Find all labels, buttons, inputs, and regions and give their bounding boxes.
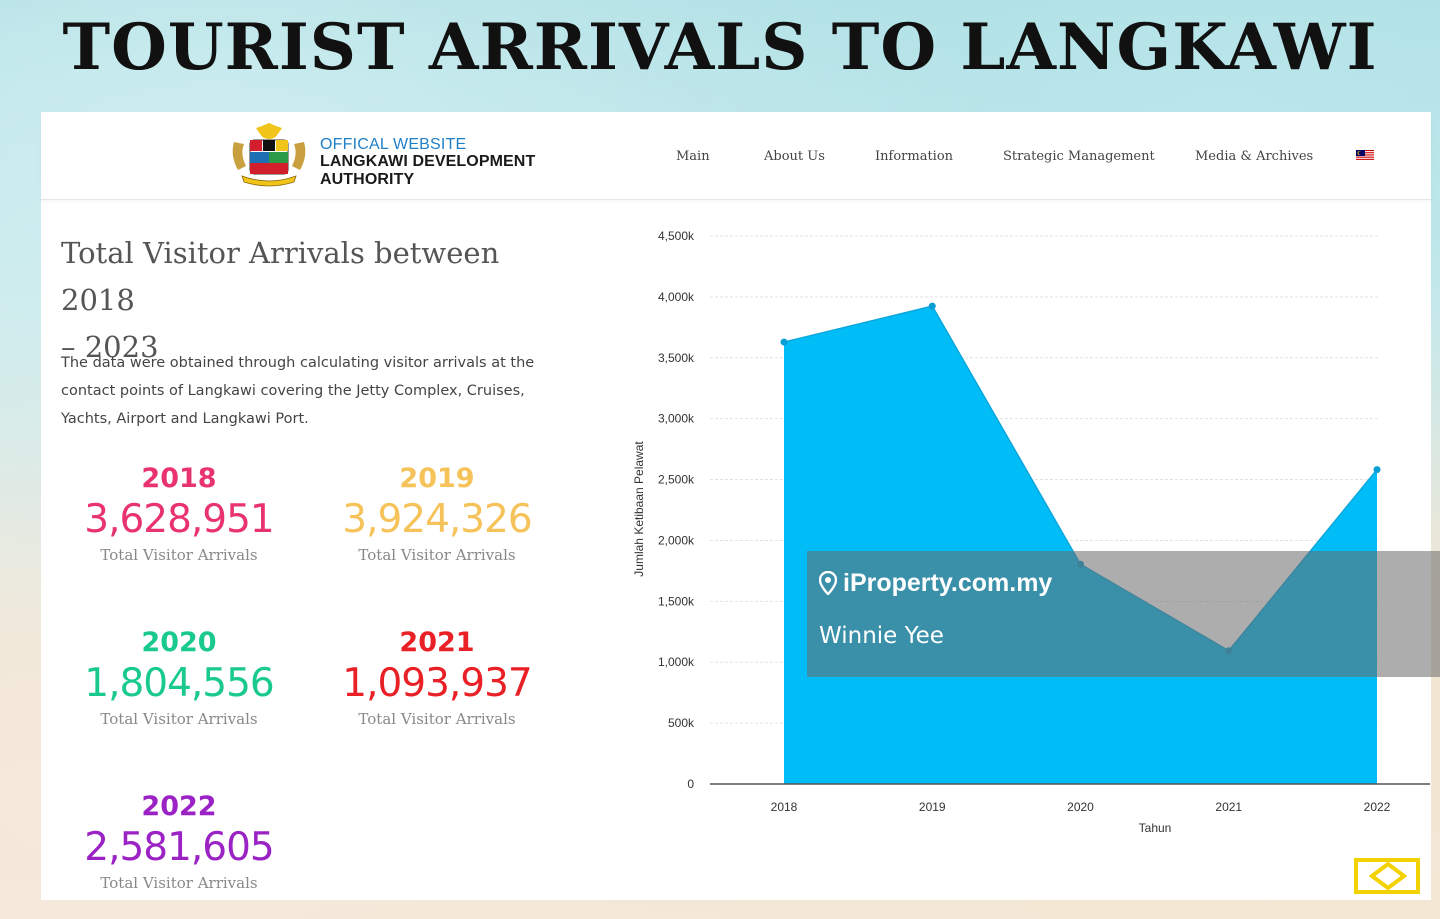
- nav-main[interactable]: Main: [676, 149, 710, 164]
- corner-logo-icon: [1354, 858, 1420, 894]
- stat-year: 2018: [141, 463, 217, 494]
- stat-value: 1,093,937: [342, 661, 533, 706]
- description-line: The data were obtained through calculati…: [61, 355, 535, 371]
- nav-media-archives[interactable]: Media & Archives: [1195, 149, 1314, 164]
- y-tick-label: 0: [687, 777, 694, 791]
- x-tick-label: 2020: [1067, 800, 1094, 814]
- y-axis-title: Jumlah Ketibaan Pelawat: [632, 441, 646, 577]
- stat-value: 3,628,951: [84, 497, 275, 542]
- stat-label: Total Visitor Arrivals: [358, 710, 516, 728]
- stat-label: Total Visitor Arrivals: [100, 710, 258, 728]
- stat-year: 2019: [399, 463, 475, 494]
- nav-information[interactable]: Information: [875, 149, 954, 164]
- stat-year: 2020: [141, 627, 217, 658]
- coat-of-arms-icon: [232, 123, 306, 187]
- y-tick-label: 2,500k: [658, 473, 695, 487]
- x-tick-label: 2018: [771, 800, 798, 814]
- logo-title: OFFICAL WEBSITE: [320, 136, 467, 153]
- y-tick-label: 4,000k: [658, 290, 695, 304]
- stat-label: Total Visitor Arrivals: [100, 546, 258, 564]
- y-tick-label: 1,000k: [658, 655, 695, 669]
- site-logo[interactable]: OFFICAL WEBSITE LANGKAWI DEVELOPMENT AUT…: [228, 120, 594, 192]
- data-point: [780, 338, 788, 346]
- site-header: OFFICAL WEBSITE LANGKAWI DEVELOPMENT AUT…: [41, 112, 1431, 200]
- location-pin-icon: [819, 571, 837, 595]
- data-point: [928, 302, 936, 310]
- stat-value: 3,924,326: [342, 497, 533, 542]
- y-tick-label: 500k: [668, 716, 695, 730]
- x-tick-label: 2021: [1215, 800, 1242, 814]
- stat-label: Total Visitor Arrivals: [358, 546, 516, 564]
- description-line: contact points of Langkawi covering the …: [61, 383, 525, 399]
- website-panel: OFFICAL WEBSITE LANGKAWI DEVELOPMENT AUT…: [41, 112, 1431, 900]
- watermark-overlay: iProperty.com.my Winnie Yee: [807, 551, 1440, 677]
- description-line: Yachts, Airport and Langkawi Port.: [61, 411, 309, 427]
- stat-value: 1,804,556: [84, 661, 275, 706]
- stat-2021: 2021 1,093,937 Total Visitor Arrivals: [307, 627, 567, 729]
- logo-subtitle: LANGKAWI DEVELOPMENT AUTHORITY: [320, 153, 536, 188]
- malaysia-flag-icon[interactable]: [1356, 150, 1374, 161]
- stat-label: Total Visitor Arrivals: [100, 874, 258, 892]
- x-tick-label: 2019: [919, 800, 946, 814]
- y-tick-label: 1,500k: [658, 594, 695, 608]
- stat-value: 2,581,605: [84, 825, 275, 870]
- stat-2019: 2019 3,924,326 Total Visitor Arrivals: [307, 463, 567, 565]
- nav-strategic-management[interactable]: Strategic Management: [1003, 149, 1155, 164]
- x-axis-title: Tahun: [1139, 821, 1172, 835]
- section-title-line-1: Total Visitor Arrivals between 2018: [61, 236, 500, 317]
- data-point: [1373, 466, 1381, 474]
- y-tick-label: 4,500k: [658, 229, 695, 243]
- page-title: TOURIST ARRIVALS TO LANGKAWI: [62, 10, 1378, 85]
- data-description: The data were obtained through calculati…: [61, 349, 541, 433]
- y-tick-label: 2,000k: [658, 533, 695, 547]
- stat-year: 2021: [399, 627, 475, 658]
- watermark-author: Winnie Yee: [819, 623, 944, 649]
- section-title-line-2: – 2023: [61, 330, 159, 364]
- watermark-brand-text: iProperty.com.my: [843, 569, 1053, 597]
- stat-2018: 2018 3,628,951 Total Visitor Arrivals: [49, 463, 309, 565]
- x-tick-label: 2022: [1364, 800, 1391, 814]
- stat-year: 2022: [141, 791, 217, 822]
- watermark-brand: iProperty.com.my: [819, 569, 1052, 598]
- stat-2022: 2022 2,581,605 Total Visitor Arrivals: [49, 791, 309, 893]
- section-title: Total Visitor Arrivals between 2018 – 20…: [61, 230, 561, 371]
- nav-about-us[interactable]: About Us: [764, 149, 825, 164]
- y-tick-label: 3,500k: [658, 351, 695, 365]
- stat-2020: 2020 1,804,556 Total Visitor Arrivals: [49, 627, 309, 729]
- y-tick-label: 3,000k: [658, 412, 695, 426]
